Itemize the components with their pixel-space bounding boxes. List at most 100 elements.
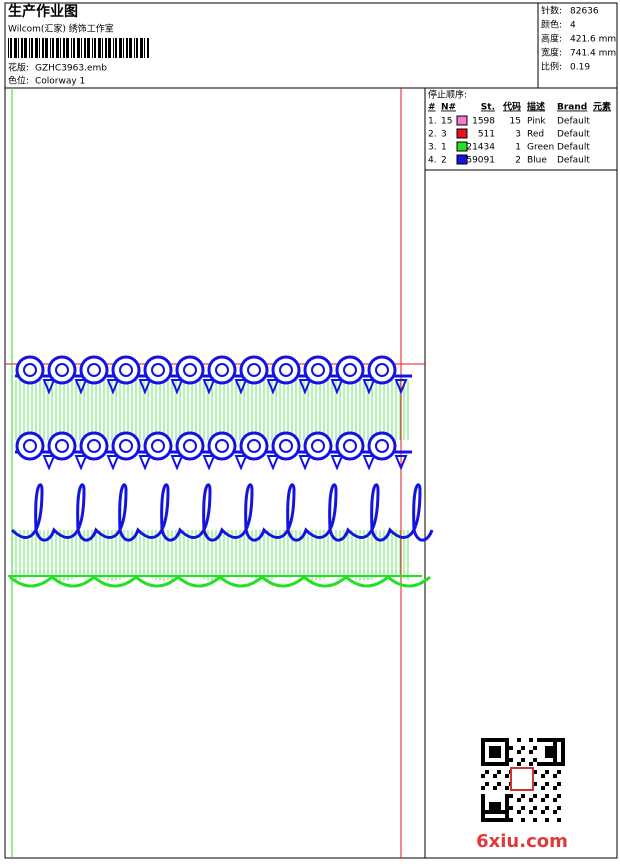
row-stitches: 1598 [472, 117, 495, 127]
qr-module [533, 794, 537, 798]
leaf [394, 379, 408, 395]
info-value: 0.19 [570, 63, 590, 73]
qr-module [481, 762, 485, 766]
qr-module [505, 814, 509, 818]
qr-module [489, 750, 493, 754]
qr-module [493, 818, 497, 822]
qr-module [549, 754, 553, 758]
qr-module [493, 746, 497, 750]
qr-module [485, 818, 489, 822]
qr-module [505, 762, 509, 766]
qr-module [553, 750, 557, 754]
qr-module [481, 758, 485, 762]
leaf [42, 379, 56, 395]
qr-module [497, 750, 501, 754]
qr-module [545, 762, 549, 766]
qr-module [533, 806, 537, 810]
bar-stripe [123, 38, 124, 58]
bar-stripe [108, 38, 111, 58]
row-n: 3 [441, 130, 447, 140]
qr-module [501, 818, 505, 822]
qr-module [481, 786, 485, 790]
qr-module [509, 806, 513, 810]
qr-module [485, 782, 489, 786]
qr-module [553, 746, 557, 750]
rose-center [55, 363, 69, 377]
leaf [42, 455, 56, 471]
color-swatch [456, 128, 468, 139]
leaf [138, 379, 152, 395]
rose [143, 431, 173, 461]
qr-module [489, 818, 493, 822]
qr-module [553, 758, 557, 762]
bar-stripe [113, 38, 114, 58]
qr-module [485, 762, 489, 766]
qr-module [561, 762, 565, 766]
qr-module [481, 750, 485, 754]
qr-module [489, 746, 493, 750]
rose [47, 431, 77, 461]
qr-module [481, 798, 485, 802]
qr-module [517, 750, 521, 754]
qr-module [493, 806, 497, 810]
row-stitches: 21434 [466, 143, 495, 153]
studio: Wilcom(汇家) 绣饰工作室 [8, 23, 114, 35]
qr-module [549, 750, 553, 754]
bar-stripe [24, 38, 27, 58]
bar-stripe [73, 38, 75, 58]
rose-center [311, 439, 325, 453]
rose-center [215, 439, 229, 453]
qr-module [549, 762, 553, 766]
row-stitches: 59091 [466, 156, 495, 166]
qr-module [489, 754, 493, 758]
rose [335, 355, 365, 385]
bar-stripe [50, 38, 51, 58]
qr-module [493, 802, 497, 806]
bar-stripe [87, 38, 90, 58]
info-value: 421.6 mm [570, 35, 616, 45]
qr-module [521, 818, 525, 822]
bar-stripe [29, 38, 30, 58]
row-code: 2 [515, 156, 521, 166]
bar-stripe [52, 38, 54, 58]
info-label: 高度: [541, 33, 562, 45]
qr-module [521, 758, 525, 762]
row-description: Pink [527, 117, 546, 127]
leaf [138, 455, 152, 471]
qr-module [489, 806, 493, 810]
rose [79, 355, 109, 385]
color-swatch [456, 154, 468, 165]
leaf [330, 379, 344, 395]
design: GZHC3963.emb [35, 64, 107, 74]
qr-logo [510, 767, 534, 791]
qr-module [517, 762, 521, 766]
bar-stripe [66, 38, 69, 58]
qr-module [497, 806, 501, 810]
qr-module [481, 746, 485, 750]
info-value: 82636 [570, 7, 599, 17]
row-index: 2. [428, 130, 437, 140]
bar-stripe [136, 38, 138, 58]
row-description: Blue [527, 156, 547, 166]
leaf [106, 379, 120, 395]
qr-module [505, 774, 509, 778]
qr-module [505, 802, 509, 806]
qr-module [493, 774, 497, 778]
color-swatch [456, 115, 468, 126]
rose-center [343, 363, 357, 377]
bar-stripe [92, 38, 93, 58]
qr-module [501, 762, 505, 766]
leaf [74, 455, 88, 471]
rose [79, 431, 109, 461]
qr-module [485, 810, 489, 814]
embroidery-preview [5, 88, 434, 858]
bar-stripe [31, 38, 33, 58]
qr-module [493, 762, 497, 766]
bar-stripe [94, 38, 96, 58]
row-n: 15 [441, 117, 452, 127]
qr-module [529, 750, 533, 754]
qr-module [545, 794, 549, 798]
qr-module [481, 742, 485, 746]
rose-center [87, 363, 101, 377]
